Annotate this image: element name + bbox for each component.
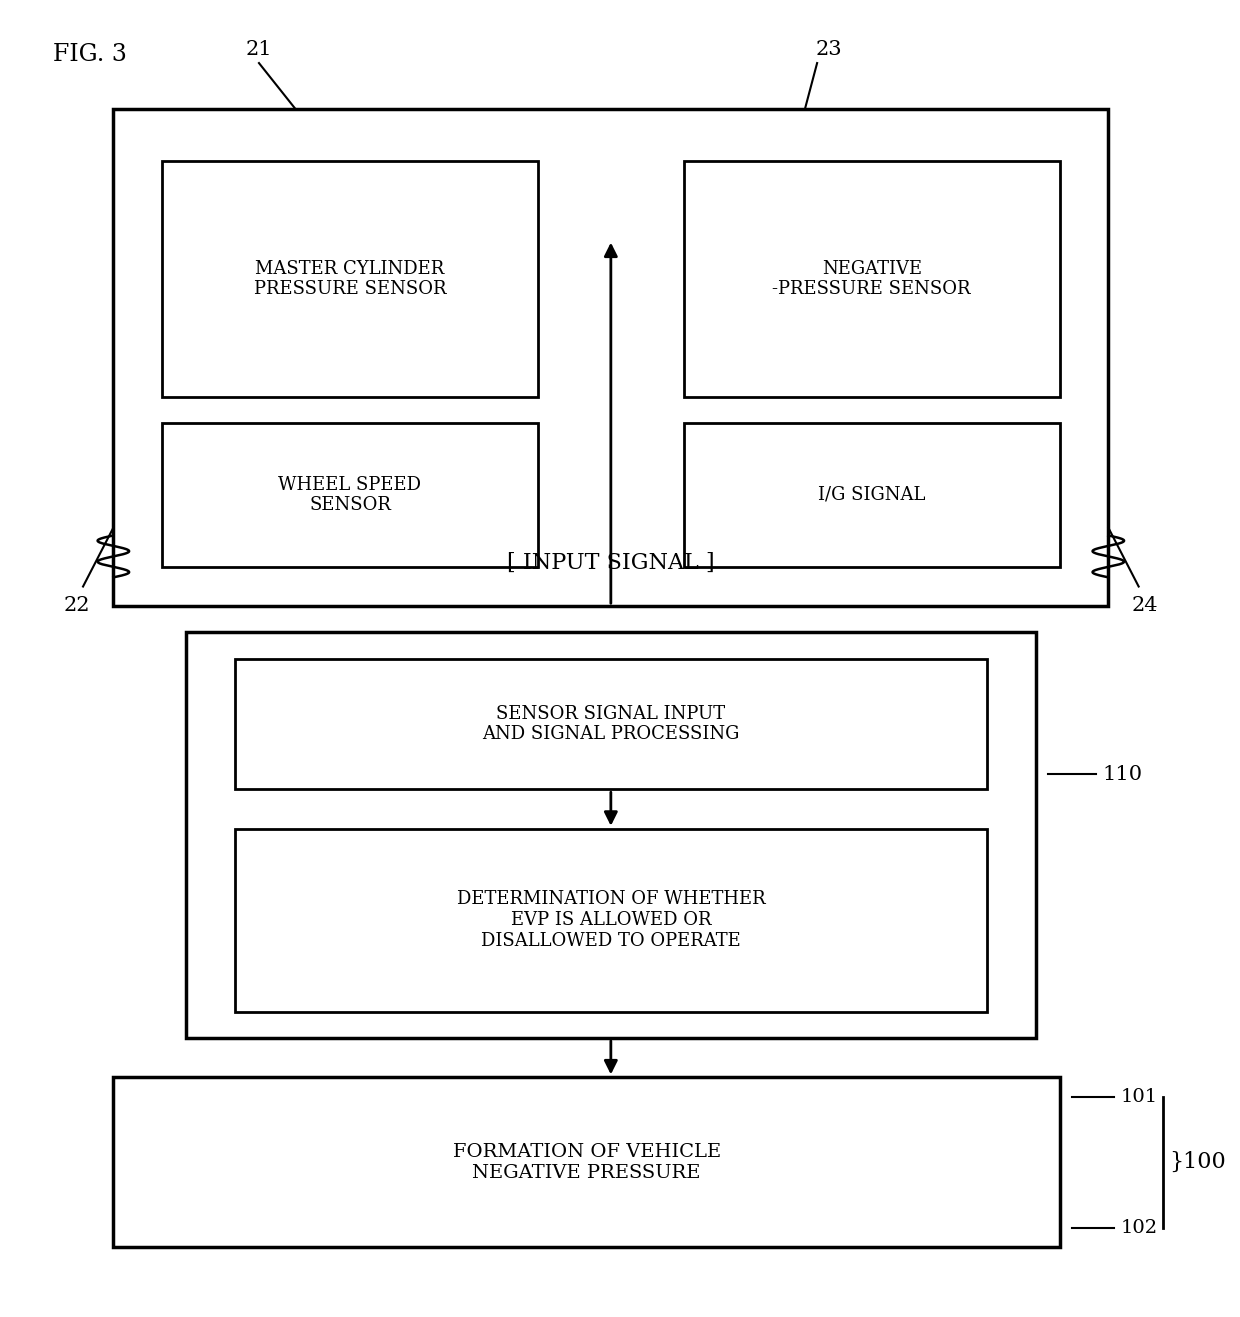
Bar (162, 161, 538, 396)
Text: 22: 22 (63, 595, 91, 615)
Text: [ INPUT SIGNAL ]: [ INPUT SIGNAL ] (507, 552, 714, 573)
Text: I/G SIGNAL: I/G SIGNAL (818, 486, 925, 504)
Text: 102: 102 (1121, 1218, 1158, 1237)
Text: 101: 101 (1121, 1088, 1158, 1106)
Text: 21: 21 (246, 40, 273, 59)
Bar (683, 161, 1060, 396)
Text: }100: }100 (1169, 1151, 1225, 1173)
Text: SENSOR SIGNAL INPUT
AND SIGNAL PROCESSING: SENSOR SIGNAL INPUT AND SIGNAL PROCESSIN… (482, 705, 739, 743)
Text: DETERMINATION OF WHETHER
EVP IS ALLOWED OR
DISALLOWED TO OPERATE: DETERMINATION OF WHETHER EVP IS ALLOWED … (456, 890, 765, 950)
Text: 24: 24 (1131, 595, 1158, 615)
Bar (113, 1077, 1060, 1247)
Text: FIG. 3: FIG. 3 (53, 43, 126, 66)
Text: FORMATION OF VEHICLE
NEGATIVE PRESSURE: FORMATION OF VEHICLE NEGATIVE PRESSURE (453, 1143, 720, 1181)
Text: MASTER CYLINDER
PRESSURE SENSOR: MASTER CYLINDER PRESSURE SENSOR (254, 259, 446, 299)
Bar (234, 828, 987, 1011)
Bar (113, 109, 1109, 606)
Bar (162, 423, 538, 566)
Text: 110: 110 (1102, 765, 1142, 784)
Bar (234, 658, 987, 789)
Text: WHEEL SPEED
SENSOR: WHEEL SPEED SENSOR (279, 475, 422, 515)
Bar (683, 423, 1060, 566)
Text: NEGATIVE
-PRESSURE SENSOR: NEGATIVE -PRESSURE SENSOR (773, 259, 971, 299)
Text: 23: 23 (816, 40, 842, 59)
Bar (186, 632, 1035, 1038)
